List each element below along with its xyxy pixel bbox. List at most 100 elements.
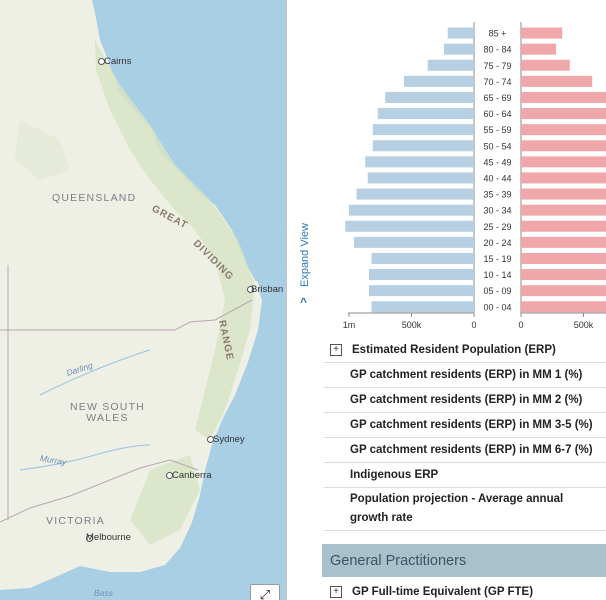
pyramid-bar-left: [345, 220, 474, 232]
label-cairns: Cairns: [104, 56, 132, 67]
pyramid-bar-left: [354, 236, 474, 248]
label-canberra: Canberra: [172, 470, 212, 481]
table-row[interactable]: Indigenous ERP: [324, 463, 606, 488]
age-group-label: 10 - 14: [483, 270, 511, 280]
age-group-label: 70 - 74: [483, 77, 511, 87]
erp-header-row[interactable]: + Estimated Resident Population (ERP): [324, 337, 606, 363]
age-group-label: 75 - 79: [483, 61, 511, 71]
pyramid-bar-left: [369, 269, 474, 281]
pyramid-bar-left: [444, 43, 474, 55]
row-label: GP catchment residents (ERP) in MM 2 (%): [350, 394, 583, 406]
map-view[interactable]: QUEENSLAND NEW SOUTH WALES VICTORIA GREA…: [0, 0, 286, 600]
pyramid-bar-right: [521, 140, 606, 152]
age-group-label: 80 - 84: [483, 45, 511, 55]
age-group-label: 40 - 44: [483, 173, 511, 183]
left-tick-label: 1m: [343, 320, 356, 330]
label-new-south-wales: NEW SOUTH WALES: [70, 402, 145, 424]
cairns-marker: [98, 58, 105, 65]
pyramid-bar-left: [377, 108, 474, 120]
table-row[interactable]: Population projection - Average annual g…: [324, 488, 606, 531]
gp-fte-row[interactable]: + GP Full-time Equivalent (GP FTE): [324, 581, 606, 600]
pyramid-bar-right: [521, 27, 563, 39]
age-group-label: 00 - 04: [483, 302, 511, 312]
pyramid-bar-right: [521, 124, 606, 136]
age-group-label: 45 - 49: [483, 157, 511, 167]
pyramid-bar-left: [372, 140, 474, 152]
population-pyramid-chart: 85 + 80 - 84 75 - 79 70 - 74 65 - 69 60 - 64 5…: [343, 22, 606, 330]
pyramid-bar-right: [521, 269, 606, 281]
data-panel: 85 + 80 - 84 75 - 79 70 - 74 65 - 69 60 - 64 5…: [320, 0, 606, 600]
pyramid-bar-right: [521, 301, 606, 313]
gp-fte-label: GP Full-time Equivalent (GP FTE): [352, 586, 534, 598]
pyramid-bar-left: [371, 252, 474, 264]
age-group-label: 30 - 34: [483, 206, 511, 216]
age-group-label: 25 - 29: [483, 222, 511, 232]
label-queensland: QUEENSLAND: [52, 192, 137, 204]
indicator-table: + Estimated Resident Population (ERP) GP…: [324, 337, 606, 531]
panel-divider: [286, 0, 320, 600]
table-row[interactable]: GP catchment residents (ERP) in MM 1 (%): [324, 363, 606, 388]
pyramid-bar-left: [372, 124, 474, 136]
expand-plus-icon[interactable]: +: [330, 343, 342, 356]
pyramid-bar-right: [521, 43, 556, 55]
row-label: GP catchment residents (ERP) in MM 3-5 (…: [350, 419, 593, 431]
table-row[interactable]: GP catchment residents (ERP) in MM 3-5 (…: [324, 413, 606, 438]
pyramid-bar-left: [356, 188, 474, 200]
age-group-label: 55 - 59: [483, 125, 511, 135]
age-group-label: 35 - 39: [483, 190, 511, 200]
age-group-label: 15 - 19: [483, 254, 511, 264]
erp-header-label: Estimated Resident Population (ERP): [352, 343, 556, 356]
row-label: GP catchment residents (ERP) in MM 1 (%): [350, 369, 583, 381]
melbourne-marker: [86, 535, 93, 542]
row-label: Population projection - Average annual g…: [350, 490, 563, 528]
pyramid-bar-right: [521, 108, 606, 120]
pyramid-bar-right: [521, 156, 606, 168]
row-label: Indigenous ERP: [350, 469, 439, 481]
expand-plus-icon[interactable]: +: [330, 586, 342, 598]
map-canvas[interactable]: [0, 0, 286, 600]
label-nsw-line1: NEW SOUTH: [70, 401, 145, 413]
pyramid-bar-right: [521, 91, 606, 103]
pyramid-bar-left: [369, 285, 474, 297]
table-row[interactable]: GP catchment residents (ERP) in MM 2 (%): [324, 388, 606, 413]
age-group-label: 20 - 24: [483, 238, 511, 248]
label-brisbane: Brisban: [251, 284, 284, 295]
pyramid-bar-right: [521, 204, 606, 216]
fullscreen-button[interactable]: ⤢: [250, 584, 280, 600]
expand-view-toggle[interactable]: Expand View ^: [299, 221, 312, 311]
brisbane-marker: [247, 286, 254, 293]
label-bass-strait: Bass: [94, 588, 113, 598]
row-label-line2: growth rate: [350, 512, 413, 524]
sydney-marker: [207, 436, 214, 443]
right-tick-label: 0: [518, 320, 523, 330]
row-label-line1: Population projection - Average annual: [350, 493, 564, 505]
pyramid-bar-right: [521, 236, 606, 248]
pyramid-bar-right: [521, 285, 606, 297]
pyramid-bar-left: [365, 156, 474, 168]
pyramid-bar-right: [521, 252, 606, 264]
age-group-label: 60 - 64: [483, 109, 511, 119]
age-group-label: 05 - 09: [483, 286, 511, 296]
pyramid-bar-right: [521, 188, 606, 200]
label-melbourne: Melbourne: [86, 532, 131, 543]
table-row[interactable]: GP catchment residents (ERP) in MM 6-7 (…: [324, 438, 606, 463]
pyramid-bar-left: [404, 75, 474, 87]
pyramid-bar-left: [427, 59, 474, 71]
right-tick-label: 500k: [574, 320, 594, 330]
pyramid-bar-left: [385, 91, 474, 103]
expand-arrows-icon: ⤢: [259, 587, 271, 600]
pyramid-bar-right: [521, 75, 593, 87]
pyramid-bar-left: [371, 301, 474, 313]
canberra-marker: [166, 472, 173, 479]
age-group-label: 85 +: [489, 29, 507, 39]
gp-section-header[interactable]: General Practitioners: [322, 544, 606, 577]
label-sydney: Sydney: [213, 434, 245, 445]
left-tick-label: 0: [471, 320, 476, 330]
pyramid-bar-left: [447, 27, 474, 39]
pyramid-bar-left: [367, 172, 474, 184]
chevron-up-icon: ^: [300, 295, 308, 309]
pyramid-bar-right: [521, 59, 570, 71]
pyramid-bar-right: [521, 172, 606, 184]
row-label: GP catchment residents (ERP) in MM 6-7 (…: [350, 444, 593, 456]
left-tick-label: 500k: [402, 320, 422, 330]
